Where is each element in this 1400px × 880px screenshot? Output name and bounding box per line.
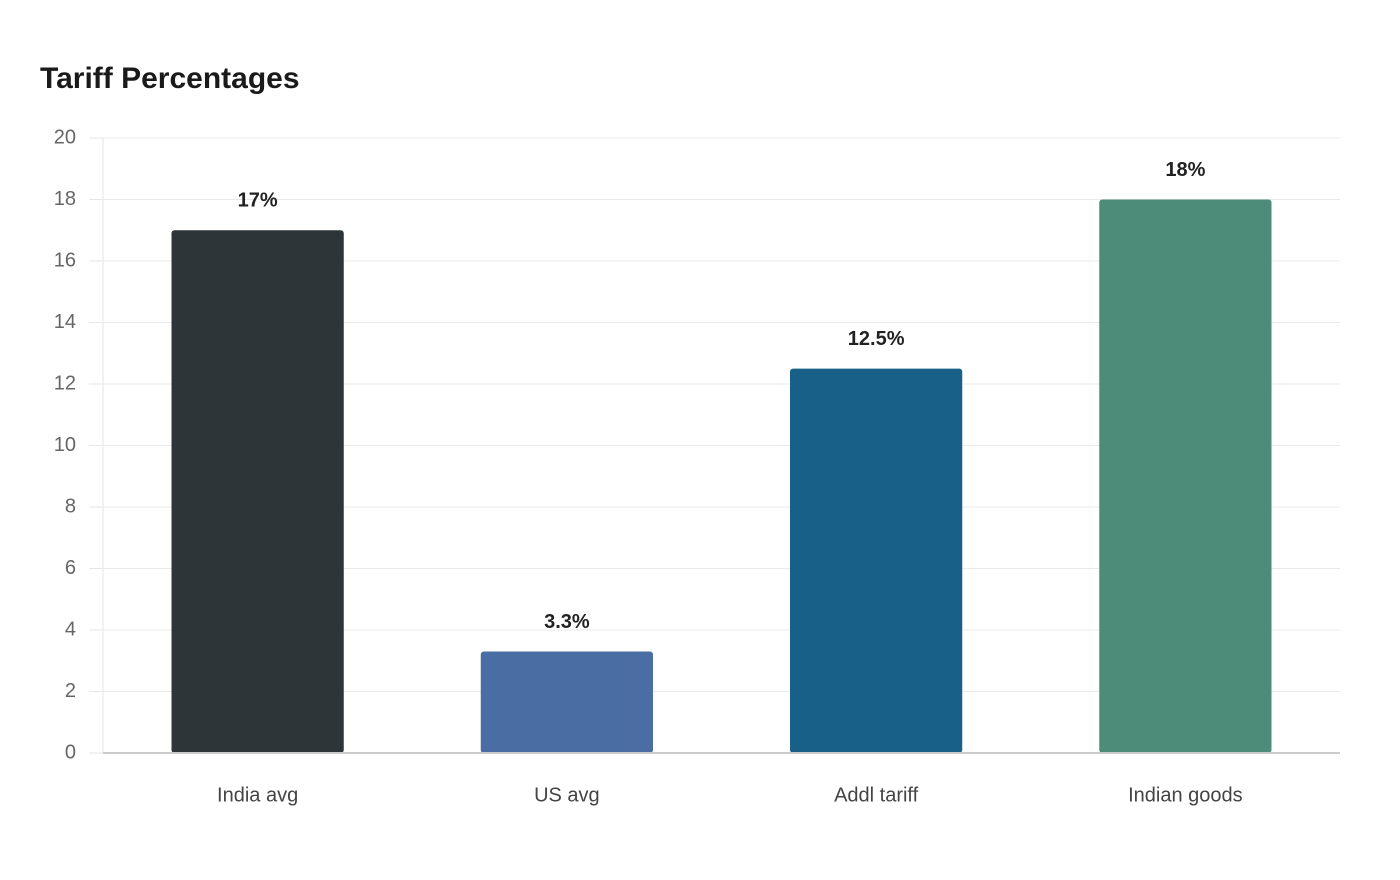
- y-tick-label: 10: [54, 434, 76, 456]
- value-label: 18%: [1165, 159, 1205, 181]
- bar: [171, 230, 344, 753]
- x-tick-label: US avg: [534, 784, 600, 806]
- y-tick-label: 4: [65, 618, 76, 640]
- x-tick-label: India avg: [217, 784, 298, 806]
- bar: [789, 368, 963, 753]
- bar: [1099, 199, 1272, 753]
- x-tick-label: Addl tariff: [834, 784, 919, 806]
- y-tick-label: 12: [54, 372, 76, 394]
- value-label: 3.3%: [544, 611, 590, 633]
- y-tick-label: 6: [65, 557, 76, 579]
- x-tick-label: Indian goods: [1128, 784, 1243, 806]
- y-tick-label: 16: [54, 249, 76, 271]
- bar: [480, 651, 654, 753]
- value-label: 17%: [238, 190, 278, 212]
- y-tick-label: 2: [65, 680, 76, 702]
- y-tick-label: 18: [54, 188, 76, 210]
- y-tick-label: 20: [54, 126, 76, 148]
- value-label: 12.5%: [848, 328, 905, 350]
- chart-title: Tariff Percentages: [40, 62, 300, 95]
- y-tick-label: 0: [65, 741, 76, 763]
- y-tick-label: 14: [54, 311, 76, 333]
- y-tick-label: 8: [65, 495, 76, 517]
